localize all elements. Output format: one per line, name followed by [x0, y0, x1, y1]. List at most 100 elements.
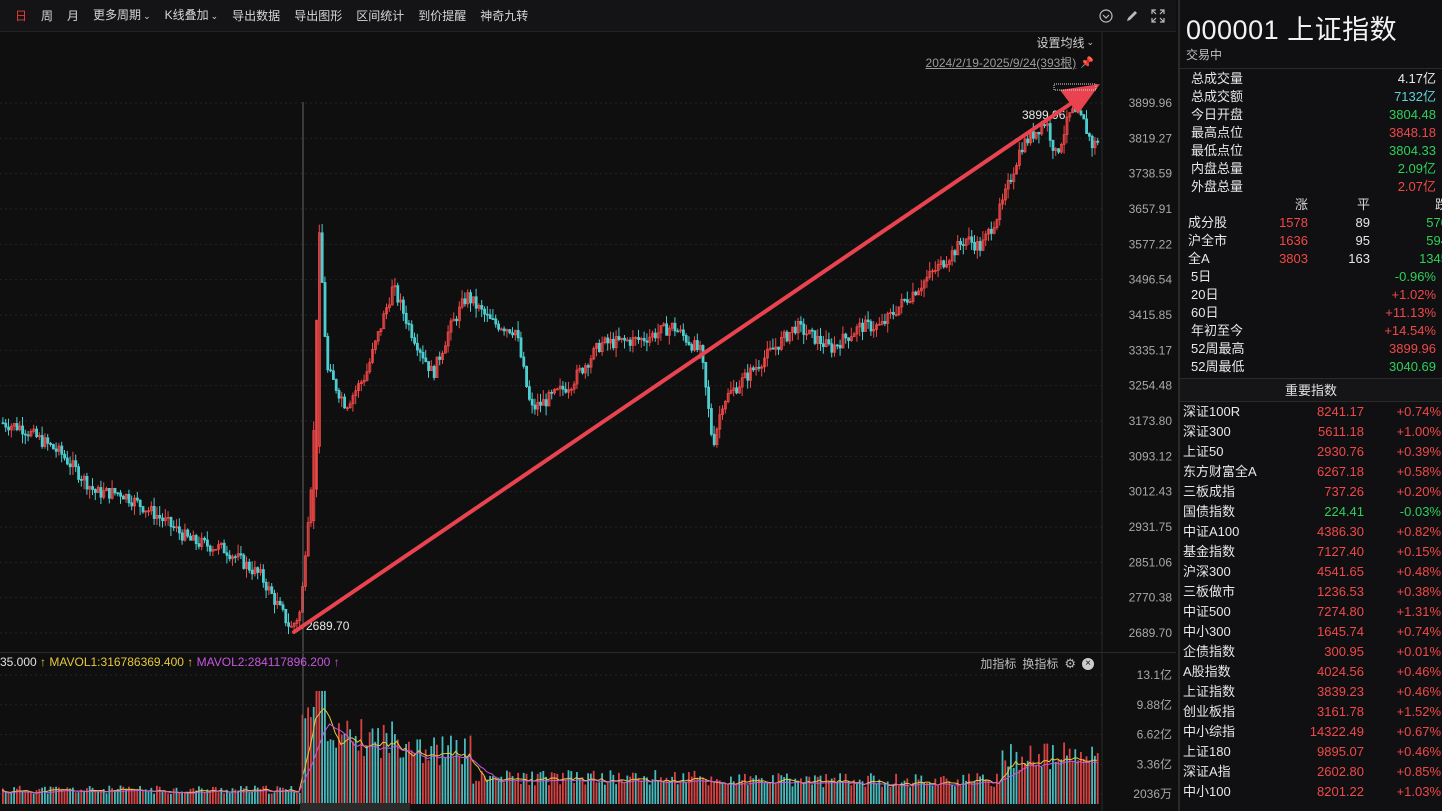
index-row[interactable]: 国债指数 224.41 -0.03% [1180, 502, 1442, 522]
candle-body [362, 380, 366, 383]
index-row[interactable]: 中小综指 14322.49 +0.67% [1180, 722, 1442, 742]
collapse-circle-icon[interactable] [1098, 8, 1114, 24]
breadth-cell: 163 [1348, 251, 1370, 266]
index-row[interactable]: 中证500 7274.80 +1.31% [1180, 602, 1442, 622]
stat-value: 3804.48 [1389, 107, 1436, 122]
candle-body [780, 336, 783, 350]
breadth-cell: 全A [1188, 251, 1210, 266]
volume-bar [794, 778, 797, 804]
volume-bar [606, 782, 609, 804]
period-day-tab[interactable]: 日 [15, 8, 28, 23]
y-axis-label: 3657.91 [1129, 202, 1173, 216]
volume-bar [35, 790, 38, 804]
candle-body [387, 304, 391, 309]
index-row[interactable]: 东方财富全A 6267.18 +0.58% [1180, 462, 1442, 482]
index-row[interactable]: 三板做市 1236.53 +0.38% [1180, 582, 1442, 602]
candle-body [872, 329, 876, 332]
index-row[interactable]: 上证180 9895.07 +0.46% [1180, 742, 1442, 762]
selection-handle[interactable] [1053, 83, 1097, 91]
scroll-thumb[interactable] [300, 803, 410, 811]
candle-body [122, 495, 125, 500]
period-week-tab[interactable]: 周 [41, 8, 54, 23]
candle-body [875, 324, 878, 330]
fullscreen-icon[interactable] [1150, 8, 1166, 24]
index-row[interactable]: 中小300 1645.74 +0.74% [1180, 622, 1442, 642]
index-name: 三板做市 [1183, 584, 1236, 599]
index-row[interactable]: 沪深300 4541.65 +0.48% [1180, 562, 1442, 582]
index-row[interactable]: 三板成指 737.26 +0.20% [1180, 482, 1442, 502]
volume-bar [1024, 762, 1026, 804]
add-indicator-button[interactable]: 加指标 [980, 657, 1017, 671]
volume-bar [531, 771, 533, 804]
index-row[interactable]: 企债指数 300.95 +0.01% [1180, 642, 1442, 662]
candle-body [973, 241, 976, 251]
volume-bar [1071, 761, 1074, 804]
index-row[interactable]: 上证指数 3839.23 +0.46% [1180, 682, 1442, 702]
candle-body [984, 233, 988, 241]
ma-settings-button[interactable]: 设置均线 ⌄ [1036, 34, 1094, 51]
magic-nine-button[interactable]: 神奇九转 [480, 8, 529, 23]
more-periods-dropdown[interactable]: 更多周期 ⌄ [86, 0, 158, 32]
close-icon[interactable]: × [1082, 657, 1094, 670]
export-chart-button[interactable]: 导出图形 [294, 8, 343, 23]
index-row[interactable]: 中小100 8201.22 +1.03% [1180, 782, 1442, 802]
stat-value: 3848.18 [1389, 125, 1436, 140]
candle-body [194, 535, 198, 545]
volume-bar [595, 782, 598, 804]
index-row[interactable]: 基金指数 7127.40 +0.15% [1180, 542, 1442, 562]
volume-bar [492, 776, 494, 804]
candle-body [343, 396, 347, 409]
index-value: 9895.07 [1317, 744, 1364, 759]
kline-chart-area[interactable]: 设置均线 ⌄ 2024/2/19-2025/9/24(393根) 📌 3899.… [0, 32, 1176, 652]
index-row[interactable]: A股指数 4024.56 +0.46% [1180, 662, 1442, 682]
volume-bar [828, 781, 830, 804]
volume-bar [928, 782, 931, 804]
candle-body [477, 304, 481, 309]
volume-bar [716, 779, 718, 804]
candle-body [858, 322, 862, 328]
volume-bar [144, 789, 147, 804]
volume-panel[interactable]: 13.1亿 9.88亿 6.62亿 3.36亿 2036万 35.000 ↑ MAVOL… [0, 652, 1176, 811]
volume-legend: 35.000 ↑ MAVOL1:316786369.400 ↑ MAVOL2:2… [0, 655, 340, 669]
candle-body [886, 313, 890, 324]
volume-bar [688, 772, 690, 804]
volume-bar [304, 718, 307, 804]
vol-axis-label: 13.1亿 [1137, 667, 1172, 682]
index-row[interactable]: 深证100R 8241.17 +0.74% [1180, 402, 1442, 422]
volume-svg: 13.1亿 9.88亿 6.62亿 3.36亿 2036万 [0, 653, 1172, 811]
breadth-cell: 成分股 [1188, 215, 1228, 230]
index-row[interactable]: 创业板指 3161.78 +1.52% [1180, 702, 1442, 722]
volume-bar [962, 774, 965, 804]
volume-bar [296, 793, 298, 804]
kline-overlay-dropdown[interactable]: K线叠加 ⌄ [158, 0, 226, 32]
period-month-tab[interactable]: 月 [67, 8, 80, 23]
index-row[interactable]: 深证A指 2602.80 +0.85% [1180, 762, 1442, 782]
switch-indicator-button[interactable]: 换指标 [1022, 657, 1059, 671]
index-row[interactable]: 中证A100 4386.30 +0.82% [1180, 522, 1442, 542]
draw-pen-icon[interactable] [1124, 8, 1140, 24]
volume-bar [147, 791, 150, 804]
index-row[interactable]: 深证300 5611.18 +1.00% [1180, 422, 1442, 442]
index-value: 4541.65 [1317, 564, 1364, 579]
range-stats-button[interactable]: 区间统计 [356, 8, 405, 23]
volume-bar [808, 776, 811, 804]
volume-bar [604, 784, 606, 804]
chevron-down-icon: ⌄ [210, 11, 219, 21]
trend-arrow-line [292, 94, 1084, 634]
candle-body [808, 329, 811, 335]
candle-body [833, 344, 836, 353]
export-data-button[interactable]: 导出数据 [232, 8, 281, 23]
candle-body [1096, 140, 1100, 143]
candle-body [603, 337, 607, 344]
volume-bar [58, 787, 60, 804]
pin-icon[interactable]: 📌 [1080, 57, 1094, 69]
candle-body [830, 343, 834, 353]
volume-bar [276, 786, 279, 804]
gear-icon[interactable]: ⚙ [1064, 655, 1076, 671]
volume-bar [704, 778, 707, 804]
price-alert-button[interactable]: 到价提醒 [418, 8, 467, 23]
index-row[interactable]: 上证50 2930.76 +0.39% [1180, 442, 1442, 462]
candle-body [494, 318, 498, 325]
volume-bar [858, 779, 861, 804]
candle-body [312, 430, 316, 522]
